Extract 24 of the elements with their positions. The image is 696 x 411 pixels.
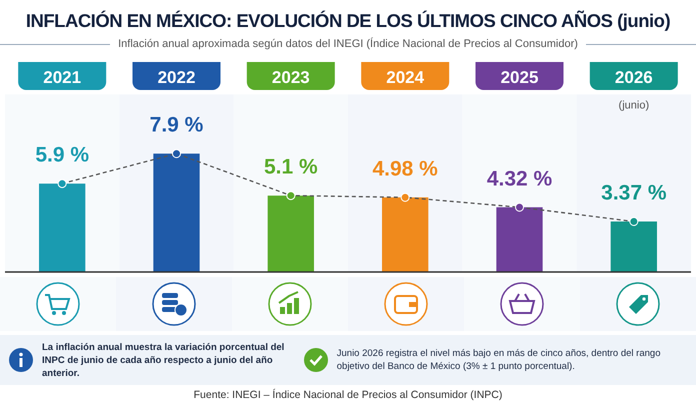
text: La inflación anual muestra la variación porcentual del INPC de junio de cada año respecto a junio del año anterior. xyxy=(42,340,286,380)
x-tick-label: 2023 xyxy=(272,68,310,87)
point xyxy=(286,191,296,200)
data-label: 4.32 % xyxy=(486,167,553,190)
data-label: 4.98 % xyxy=(372,157,438,180)
x-tick-label: 2025 xyxy=(500,68,538,87)
data-label: 7.9 % xyxy=(150,114,204,137)
point xyxy=(629,216,638,226)
point xyxy=(172,149,181,158)
x-tick-label: 2024 xyxy=(386,68,425,87)
point xyxy=(400,192,410,202)
data-label: 5.9 % xyxy=(35,144,90,167)
chart-subtitle: Inflación anual aproximada según datos del INEGI (Índice Nacional de Precios al Consumidor) xyxy=(118,38,578,50)
x-tick-label: 2026 xyxy=(614,68,653,87)
point xyxy=(515,202,524,212)
point xyxy=(58,179,67,188)
chart-title: INFLACIÓN EN MÉXICO: EVOLUCIÓN DE LOS ÚLTIMOS CINCO AÑOS (junio) xyxy=(24,9,672,33)
source-note: Fuente: INEGI – Índice Nacional de Precios al Consumidor (INPC) xyxy=(192,389,504,401)
text: Junio 2026 registra el nivel más bajo en más de cinco años, dentro del rango objetivo del Banco de México (3% ± 1 punto porcentual). xyxy=(336,347,662,373)
data-label: 5.1 % xyxy=(264,156,318,179)
text: (junio) xyxy=(618,99,650,112)
data-label: 3.37 % xyxy=(601,181,667,204)
x-tick-label: 2022 xyxy=(158,68,196,87)
x-tick-label: 2021 xyxy=(43,68,82,87)
